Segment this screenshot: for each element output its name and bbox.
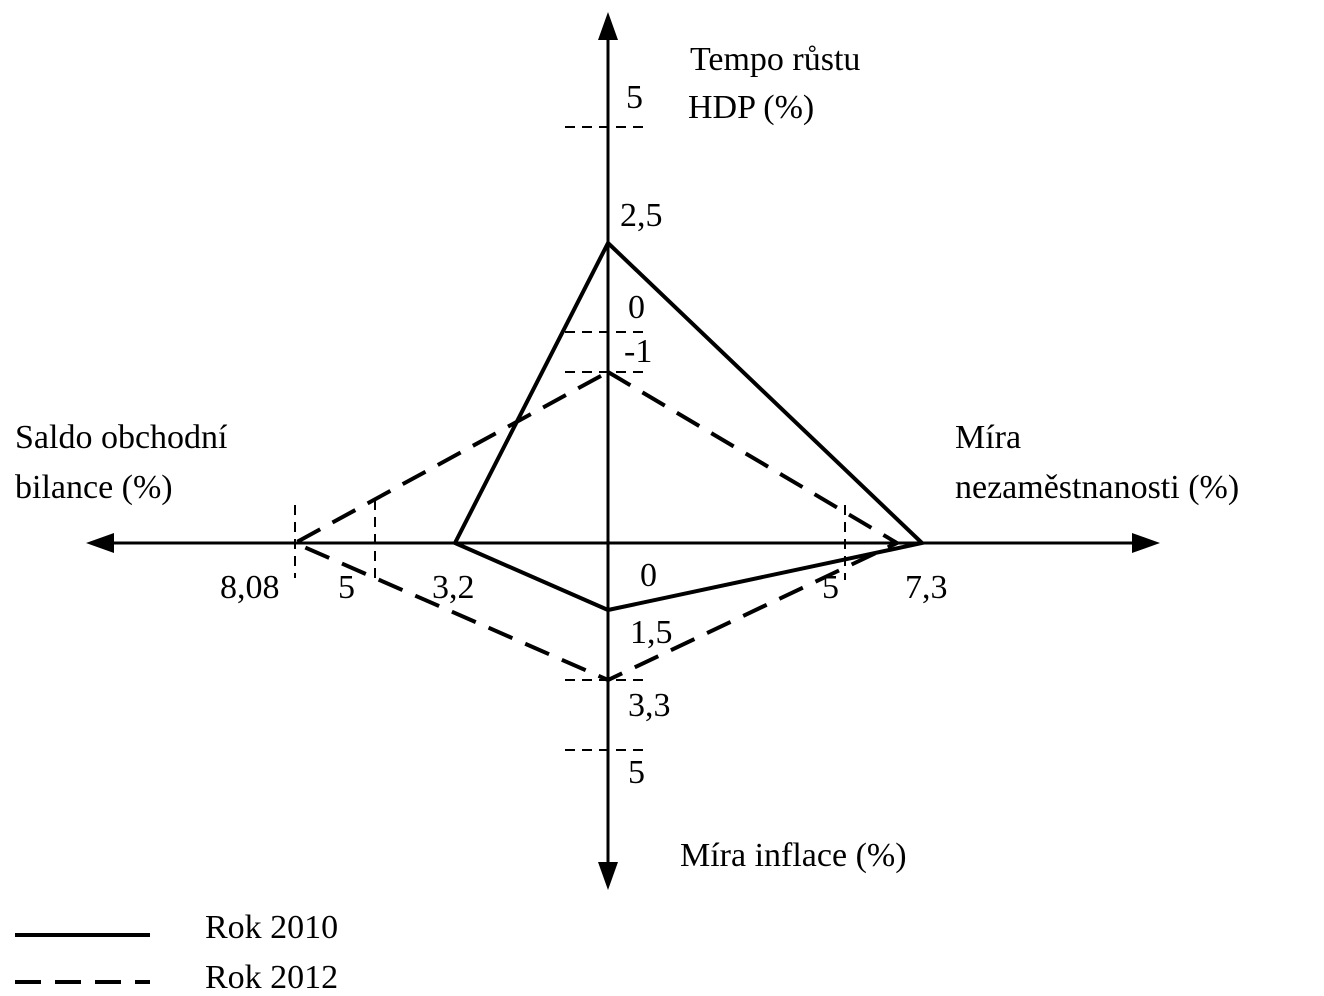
axes <box>86 12 1160 890</box>
tick-label: 8,08 <box>220 569 280 606</box>
arrow <box>598 12 618 40</box>
tick-label: 5 <box>822 569 839 606</box>
tick-label: 2,5 <box>620 197 663 234</box>
tick-label: 5 <box>626 79 643 116</box>
axis-label: Tempo růstu <box>690 41 860 78</box>
tick-label: -1 <box>624 333 652 370</box>
tick-label: 7,3 <box>905 569 948 606</box>
axis-label: nezaměstnanosti (%) <box>955 469 1239 506</box>
tick-label: 3,3 <box>628 687 671 724</box>
axis-label: Míra <box>955 419 1021 456</box>
arrow <box>1132 533 1160 553</box>
polygon-2012 <box>290 369 902 683</box>
tick-label: 0 <box>628 289 645 326</box>
legend-label: Rok 2012 <box>205 959 338 996</box>
axis-label: Míra inflace (%) <box>680 837 907 874</box>
tick-label: 5 <box>628 754 645 791</box>
tick-label: 3,2 <box>432 569 475 606</box>
axis-label: HDP (%) <box>688 89 814 126</box>
tick-lines <box>294 126 846 751</box>
tick-label: 0 <box>640 557 657 594</box>
legend-label: Rok 2010 <box>205 909 338 946</box>
axis-label: bilance (%) <box>15 469 173 506</box>
tick-label: 5 <box>338 569 355 606</box>
arrow <box>86 533 114 553</box>
tick-label: 1,5 <box>630 614 673 651</box>
axis-label: Saldo obchodní <box>15 419 228 456</box>
arrow <box>598 862 618 890</box>
polygon-2010 <box>452 239 927 613</box>
